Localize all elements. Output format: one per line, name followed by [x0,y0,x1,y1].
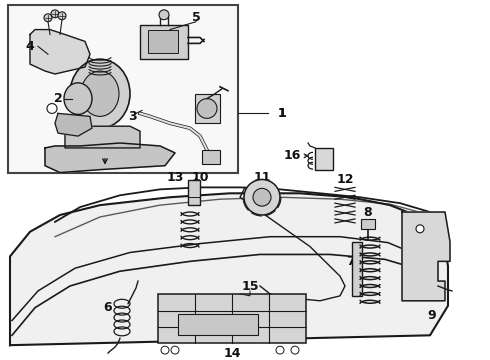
Text: 8: 8 [364,206,372,219]
Bar [158,294,306,343]
Circle shape [253,188,271,206]
Text: 12: 12 [336,173,354,186]
Circle shape [171,346,179,354]
Text: 4: 4 [25,40,34,53]
Text: 14: 14 [223,347,241,360]
Text: 5: 5 [192,11,200,24]
Circle shape [416,225,424,233]
Circle shape [244,180,280,215]
Text: 13: 13 [166,171,184,184]
Text: 1: 1 [278,107,286,120]
Circle shape [51,10,59,18]
Bar [361,219,375,229]
Ellipse shape [64,83,92,114]
Bar [195,94,220,123]
Bar [202,150,220,164]
Circle shape [58,12,66,20]
Polygon shape [55,113,92,136]
Text: 9: 9 [428,309,436,322]
Polygon shape [30,30,90,74]
Text: 11: 11 [253,171,271,184]
Circle shape [161,346,169,354]
Text: 7: 7 [345,255,354,268]
Bar [8,5,238,172]
Text: 16: 16 [283,149,301,162]
Bar [148,30,178,53]
Polygon shape [10,193,448,345]
Text: 1: 1 [278,107,286,120]
Bar [315,148,333,170]
Ellipse shape [70,59,130,128]
Circle shape [44,14,52,22]
Bar [140,24,188,59]
Circle shape [47,104,57,113]
Circle shape [159,10,169,20]
Ellipse shape [81,71,119,116]
Text: 10: 10 [191,171,209,184]
Polygon shape [45,143,175,172]
Text: 15: 15 [241,279,259,293]
Text: 2: 2 [53,92,62,105]
Polygon shape [402,212,450,301]
Circle shape [197,99,217,118]
Bar [352,242,362,296]
Polygon shape [65,126,140,148]
Circle shape [276,346,284,354]
Bar [178,314,258,335]
Bar [188,180,200,205]
Text: 3: 3 [128,110,136,123]
Circle shape [291,346,299,354]
Text: 6: 6 [104,301,112,314]
